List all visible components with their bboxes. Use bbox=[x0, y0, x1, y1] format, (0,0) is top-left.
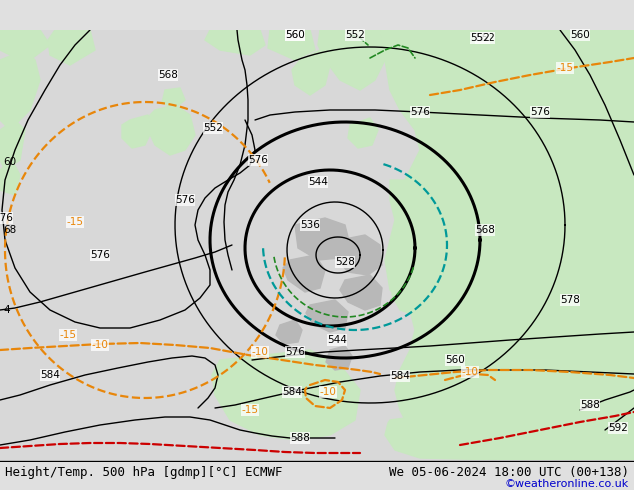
Text: 68: 68 bbox=[3, 225, 16, 235]
Polygon shape bbox=[283, 255, 325, 292]
Text: 576: 576 bbox=[248, 155, 268, 165]
Text: 544: 544 bbox=[308, 177, 328, 187]
Text: 576: 576 bbox=[410, 107, 430, 117]
Polygon shape bbox=[0, 50, 40, 130]
Polygon shape bbox=[292, 50, 330, 95]
Text: 588: 588 bbox=[580, 400, 600, 410]
Text: -15: -15 bbox=[67, 217, 84, 227]
Polygon shape bbox=[122, 115, 152, 148]
Text: 528: 528 bbox=[335, 257, 355, 267]
Polygon shape bbox=[162, 88, 185, 108]
Text: 552: 552 bbox=[203, 123, 223, 133]
Text: ©weatheronline.co.uk: ©weatheronline.co.uk bbox=[505, 479, 629, 489]
Polygon shape bbox=[448, 290, 515, 340]
Text: 552: 552 bbox=[470, 33, 490, 43]
Text: 576: 576 bbox=[285, 347, 305, 357]
Text: 544: 544 bbox=[327, 335, 347, 345]
Text: 588: 588 bbox=[290, 433, 310, 443]
Polygon shape bbox=[212, 350, 360, 440]
Text: 576: 576 bbox=[530, 107, 550, 117]
Text: 568: 568 bbox=[158, 70, 178, 80]
Text: 4: 4 bbox=[3, 305, 10, 315]
Polygon shape bbox=[380, 30, 634, 240]
Text: 560: 560 bbox=[445, 355, 465, 365]
Polygon shape bbox=[483, 335, 515, 365]
Text: -15: -15 bbox=[60, 330, 77, 340]
Polygon shape bbox=[306, 300, 348, 332]
Polygon shape bbox=[276, 320, 302, 344]
Text: 60: 60 bbox=[3, 157, 16, 167]
Text: 560: 560 bbox=[285, 30, 305, 40]
Polygon shape bbox=[295, 218, 350, 260]
Text: Height/Temp. 500 hPa [gdmp][°C] ECMWF: Height/Temp. 500 hPa [gdmp][°C] ECMWF bbox=[5, 466, 283, 479]
Text: 568: 568 bbox=[475, 225, 495, 235]
Polygon shape bbox=[385, 395, 634, 460]
Text: 552: 552 bbox=[475, 33, 495, 43]
Polygon shape bbox=[445, 30, 515, 90]
Polygon shape bbox=[338, 235, 382, 275]
Polygon shape bbox=[148, 105, 195, 155]
Polygon shape bbox=[0, 160, 20, 195]
Text: 578: 578 bbox=[560, 295, 580, 305]
Text: 560: 560 bbox=[285, 30, 305, 40]
Text: 576: 576 bbox=[90, 250, 110, 260]
Polygon shape bbox=[348, 118, 378, 148]
Text: 576: 576 bbox=[0, 213, 13, 223]
Text: -15: -15 bbox=[557, 63, 574, 73]
Polygon shape bbox=[268, 30, 315, 60]
Text: -10: -10 bbox=[252, 347, 268, 357]
Text: 560: 560 bbox=[570, 30, 590, 40]
Polygon shape bbox=[48, 30, 95, 65]
Polygon shape bbox=[0, 120, 25, 170]
Polygon shape bbox=[385, 180, 634, 460]
Polygon shape bbox=[392, 260, 425, 315]
Polygon shape bbox=[575, 230, 634, 315]
Polygon shape bbox=[205, 30, 265, 55]
Text: 576: 576 bbox=[175, 195, 195, 205]
Polygon shape bbox=[318, 30, 385, 90]
Polygon shape bbox=[326, 346, 352, 370]
Text: 536: 536 bbox=[300, 220, 320, 230]
Text: -15: -15 bbox=[242, 405, 259, 415]
Text: 584: 584 bbox=[282, 387, 302, 397]
Polygon shape bbox=[0, 30, 50, 60]
Text: 584: 584 bbox=[40, 370, 60, 380]
Text: -10: -10 bbox=[462, 367, 479, 377]
Text: 592: 592 bbox=[608, 423, 628, 433]
Text: -10: -10 bbox=[320, 387, 337, 397]
Text: We 05-06-2024 18:00 UTC (00+138): We 05-06-2024 18:00 UTC (00+138) bbox=[389, 466, 629, 479]
Text: 584: 584 bbox=[390, 371, 410, 381]
Text: -10: -10 bbox=[91, 340, 108, 350]
Text: 552: 552 bbox=[345, 30, 365, 40]
Polygon shape bbox=[340, 275, 382, 310]
